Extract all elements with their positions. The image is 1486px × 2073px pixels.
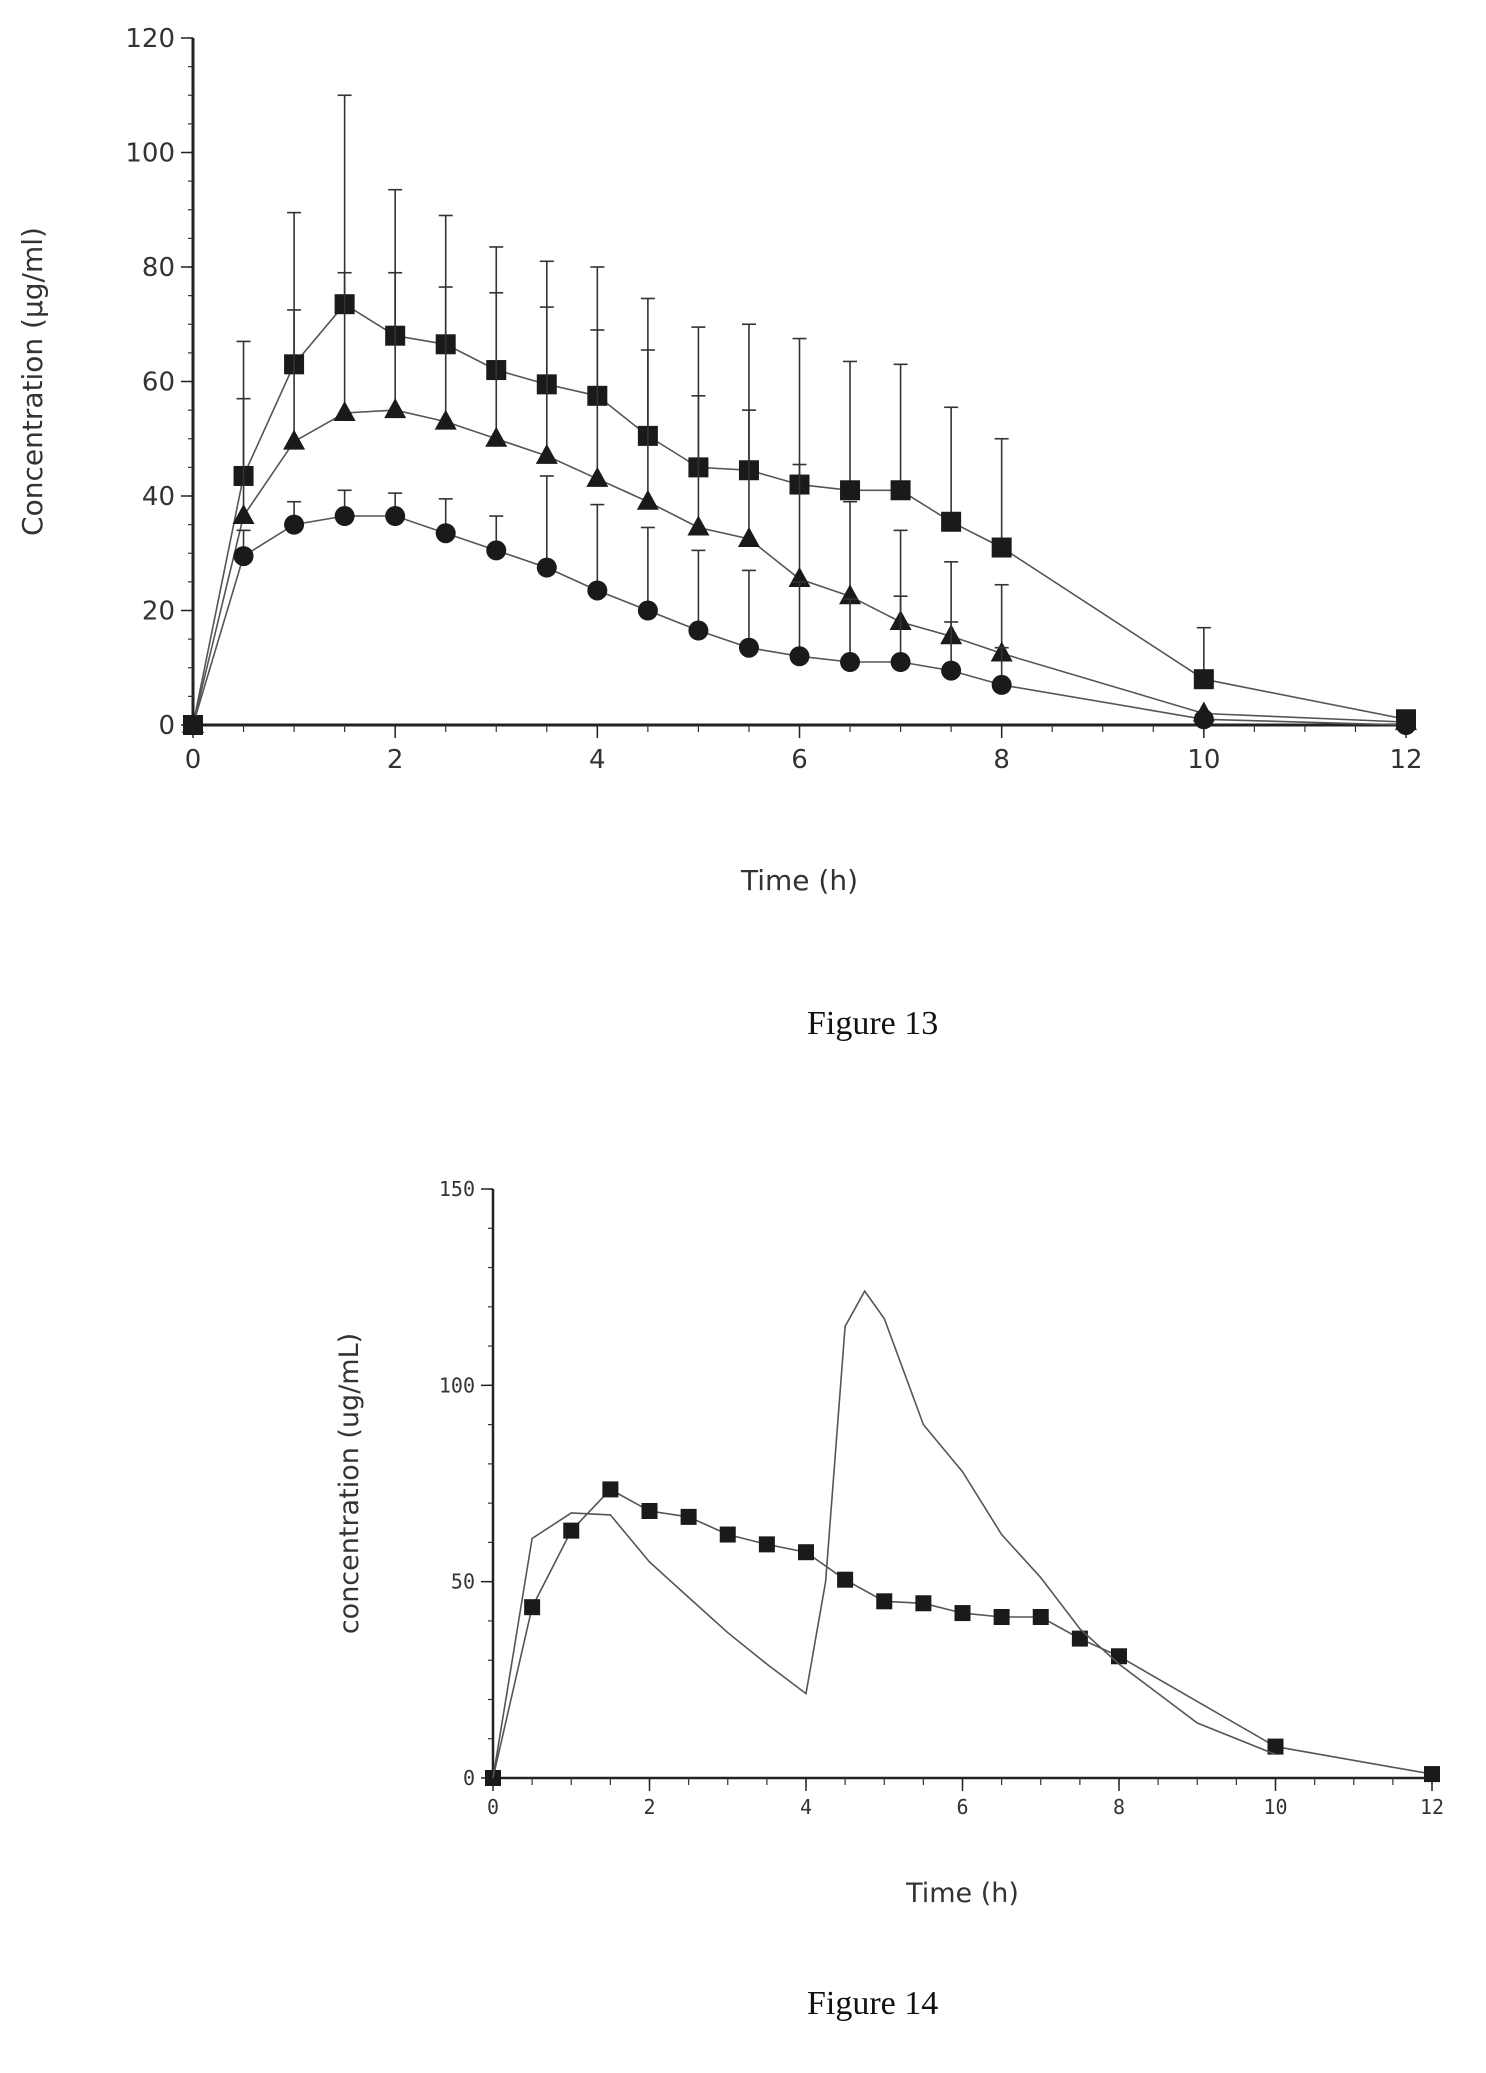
data-point-circle xyxy=(1193,709,1214,730)
data-point-square xyxy=(798,1544,814,1561)
x-tick-label: 4 xyxy=(800,1795,812,1819)
x-axis-title: Time (h) xyxy=(905,1878,1019,1909)
data-point-square xyxy=(915,1595,932,1612)
data-point-triangle xyxy=(434,409,457,430)
data-point-circle xyxy=(435,523,456,544)
x-tick-label: 10 xyxy=(1187,745,1220,775)
x-tick-label: 4 xyxy=(589,745,606,775)
x-tick-label: 12 xyxy=(1420,1795,1444,1819)
data-point-triangle xyxy=(737,526,760,547)
x-tick-label: 0 xyxy=(185,745,202,775)
data-point-square xyxy=(563,1522,580,1539)
y-axis-title: concentration (ug/mL) xyxy=(334,1333,365,1634)
x-tick-label: 12 xyxy=(1389,745,1422,775)
y-tick-label: 60 xyxy=(142,368,175,398)
data-point-circle xyxy=(1396,715,1416,735)
data-point-square xyxy=(837,1571,854,1588)
x-axis-title: Time (h) xyxy=(740,864,858,897)
data-point-square xyxy=(890,480,911,501)
data-point-circle xyxy=(385,506,406,527)
data-point-circle xyxy=(991,674,1012,695)
data-point-square xyxy=(1032,1609,1049,1626)
series-line xyxy=(492,1488,1433,1779)
data-point-circle xyxy=(789,646,810,667)
data-point-circle xyxy=(941,660,962,681)
figure-14-caption: Figure 14 xyxy=(807,1985,939,2022)
data-point-square xyxy=(1071,1630,1088,1647)
y-tick-label: 100 xyxy=(125,139,175,169)
data-point-square xyxy=(1424,1766,1440,1783)
x-tick-label: 10 xyxy=(1263,1795,1287,1819)
data-point-triangle xyxy=(535,443,558,464)
data-point-square xyxy=(993,1609,1010,1626)
x-tick-label: 8 xyxy=(993,745,1010,775)
y-tick-label: 150 xyxy=(439,1177,475,1201)
figure-13-caption: Figure 13 xyxy=(807,1005,939,1042)
series-circle xyxy=(183,475,1416,735)
data-point-square xyxy=(1193,669,1214,690)
data-point-square xyxy=(991,537,1012,558)
figure-14-chart: 0 50 100 150 0 2 4 6 8 10 12 Time (h) concentration … xyxy=(334,1177,1444,1909)
y-tick-label: 50 xyxy=(451,1570,475,1594)
data-point-triangle xyxy=(586,466,609,487)
y-tick-label: 40 xyxy=(142,482,175,512)
data-point-square xyxy=(840,480,861,501)
data-point-circle xyxy=(688,620,709,641)
data-point-square xyxy=(680,1508,697,1525)
data-point-circle xyxy=(536,557,557,578)
data-point-circle xyxy=(587,580,608,601)
data-point-circle xyxy=(637,600,658,621)
data-point-circle xyxy=(486,540,507,561)
data-point-square xyxy=(524,1599,541,1616)
data-point-circle xyxy=(840,652,861,673)
data-point-triangle xyxy=(333,400,356,421)
data-point-square xyxy=(719,1526,736,1543)
x-tick-label: 2 xyxy=(387,745,404,775)
data-point-circle xyxy=(284,514,305,535)
x-tick-label: 0 xyxy=(487,1795,499,1819)
data-point-square xyxy=(602,1481,619,1498)
x-tick-label: 2 xyxy=(643,1795,655,1819)
x-tick-label: 6 xyxy=(791,745,808,775)
data-point-circle xyxy=(183,715,203,735)
data-point-triangle xyxy=(283,429,306,450)
data-point-triangle xyxy=(485,426,508,447)
data-point-circle xyxy=(890,652,911,673)
data-point-square xyxy=(1111,1648,1127,1665)
data-point-circle xyxy=(334,506,355,527)
y-tick-label: 0 xyxy=(463,1766,475,1790)
data-point-triangle xyxy=(232,504,255,525)
series-line xyxy=(492,1289,1276,1779)
data-point-circle xyxy=(738,637,759,658)
data-point-circle xyxy=(233,546,254,567)
series-none xyxy=(492,1289,1276,1779)
y-tick-label: 0 xyxy=(158,711,175,741)
data-point-triangle xyxy=(636,489,659,510)
data-point-square xyxy=(1267,1738,1284,1755)
data-point-triangle xyxy=(384,398,407,419)
data-point-square xyxy=(941,511,962,532)
y-axis-title: Concentration (µg/ml) xyxy=(16,227,49,536)
data-point-triangle xyxy=(687,515,710,536)
data-point-square xyxy=(758,1536,775,1553)
data-point-square xyxy=(876,1593,893,1610)
y-tick-label: 120 xyxy=(125,24,175,54)
y-tick-label: 20 xyxy=(142,597,175,627)
x-tick-label: 8 xyxy=(1113,1795,1125,1819)
data-point-square xyxy=(641,1502,658,1519)
figure-13-chart: 0 20 40 60 80 100 120 0 2 4 6 8 10 12 Time (h) Concentr… xyxy=(16,24,1423,897)
series-square xyxy=(485,1481,1440,1786)
data-point-square xyxy=(954,1605,971,1622)
x-tick-label: 6 xyxy=(956,1795,968,1819)
y-tick-label: 100 xyxy=(439,1373,475,1397)
y-tick-label: 80 xyxy=(142,253,175,283)
